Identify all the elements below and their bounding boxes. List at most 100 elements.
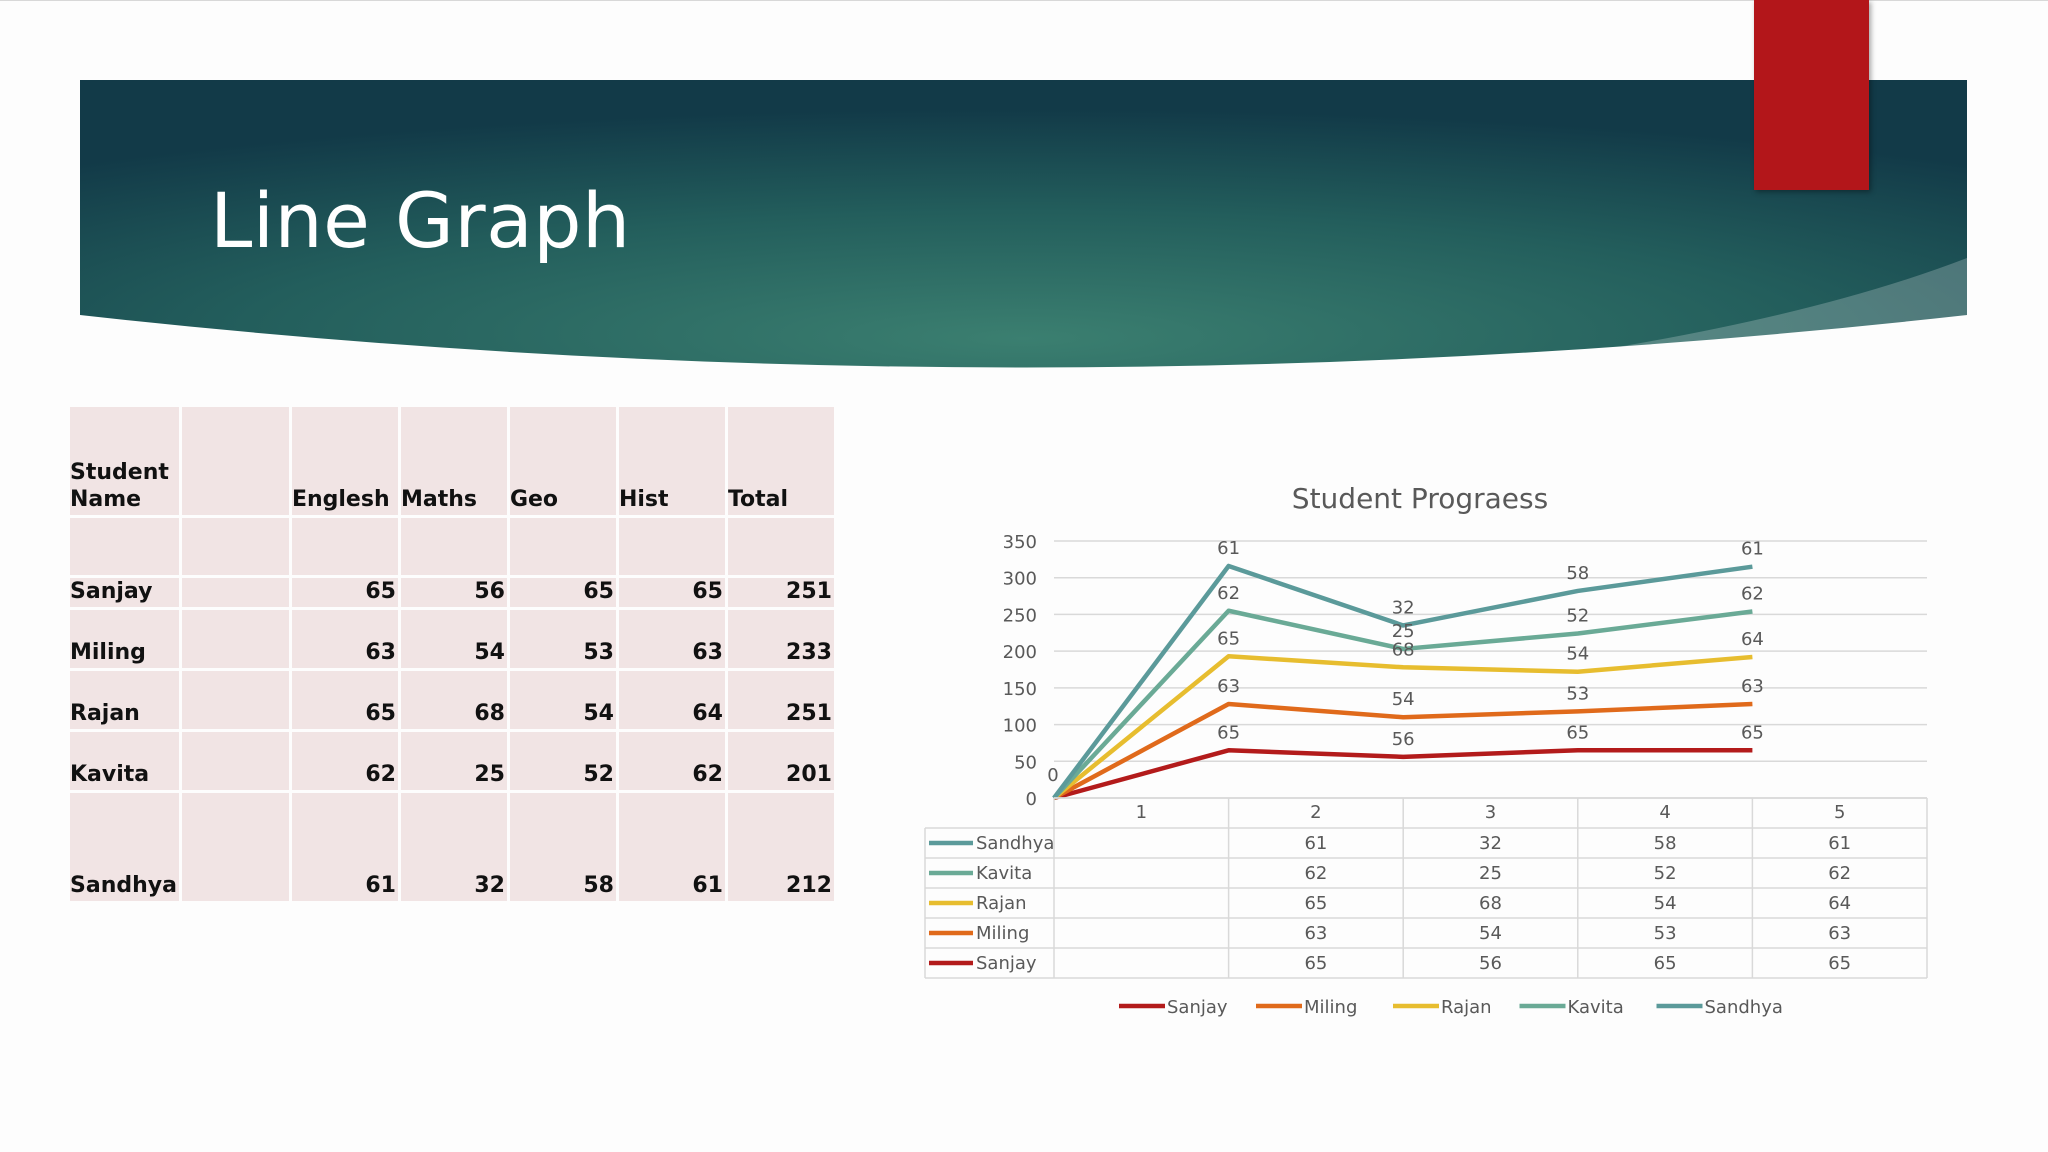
table-row: Sanjay 65 56 65 65 251: [70, 578, 834, 607]
slide-title: Line Graph: [210, 176, 631, 265]
x-category-label: 5: [1834, 802, 1845, 823]
mark-cell: 53: [509, 610, 616, 668]
table-value: 68: [1479, 893, 1502, 914]
data-label: 54: [1392, 689, 1415, 710]
table-row: Sandhya 61 32 58 61 212: [70, 793, 834, 901]
x-category-label: 3: [1485, 802, 1496, 823]
mark-cell: 56: [400, 578, 507, 607]
student-name: Rajan: [70, 671, 179, 729]
point-labels: 65 56 65 65 63 54 53 63 65 68 54 64 62 25 52 62 61 32 58 61…: [1047, 538, 1764, 786]
table-value: 54: [1479, 923, 1502, 944]
header-cell: Maths: [400, 407, 507, 515]
mark-cell: 64: [618, 671, 725, 729]
table-value: 65: [1304, 893, 1327, 914]
series-line-miling: [1052, 701, 1753, 800]
total-cell: 201: [727, 732, 834, 790]
table-row: Rajan 65 68 54 64 251: [70, 671, 834, 729]
header-cell: Englesh: [291, 407, 398, 515]
data-label: 52: [1566, 606, 1589, 627]
table-value: 65: [1304, 953, 1327, 974]
table-value: 53: [1654, 923, 1677, 944]
table-value: 52: [1654, 863, 1677, 884]
y-tick-label: 150: [1003, 679, 1037, 700]
x-category-label: 2: [1310, 802, 1321, 823]
table-value: 25: [1479, 863, 1502, 884]
series-name: Sandhya: [976, 833, 1054, 854]
series-line-rajan: [1052, 654, 1753, 800]
total-cell: 233: [727, 610, 834, 668]
student-name: Sandhya: [70, 793, 179, 901]
header-cell: Student Name: [70, 407, 179, 515]
y-tick-label: 300: [1003, 569, 1037, 590]
table-value: 63: [1304, 923, 1327, 944]
top-border: [0, 0, 2048, 1]
series-name: Kavita: [976, 863, 1032, 884]
mark-cell: 54: [509, 671, 616, 729]
table-value: 65: [1828, 953, 1851, 974]
table-value: 65: [1654, 953, 1677, 974]
total-cell: 212: [727, 793, 834, 901]
red-bookmark-tab: [1754, 0, 1869, 190]
table-header-row: Student Name Englesh Maths Geo Hist Tota…: [70, 407, 834, 515]
header-cell: Hist: [618, 407, 725, 515]
chart-data-table: 1 2 3 4 5 Sandhya 61 32 58 61 Kavita 62 25 52 62 Rajan 6…: [924, 797, 1928, 979]
table-row: Kavita 62 25 52 62 201: [70, 732, 834, 790]
data-label: 65: [1741, 722, 1764, 743]
mark-cell: 32: [400, 793, 507, 901]
header-cell: Total: [727, 407, 834, 515]
x-category-label: 4: [1659, 802, 1670, 823]
header-cell: [181, 407, 289, 515]
table-value: 61: [1304, 833, 1327, 854]
table-value: 63: [1828, 923, 1851, 944]
student-marks-table: Student Name Englesh Maths Geo Hist Tota…: [67, 404, 837, 904]
data-label: 54: [1566, 644, 1589, 665]
series-line-sanjay: [1053, 748, 1753, 801]
mark-cell: 68: [400, 671, 507, 729]
chart-legend: Sanjay Miling Rajan Kavita Sandhya: [1119, 997, 1783, 1018]
data-label: 61: [1217, 538, 1240, 559]
series-name: Miling: [976, 923, 1029, 944]
student-name: Sanjay: [70, 578, 179, 607]
data-label: 0: [1047, 765, 1058, 786]
mark-cell: 61: [618, 793, 725, 901]
mark-cell: 25: [400, 732, 507, 790]
data-label: 65: [1566, 722, 1589, 743]
legend-label: Miling: [1304, 997, 1357, 1018]
mark-cell: 62: [618, 732, 725, 790]
data-label: 25: [1392, 621, 1415, 642]
title-banner: [80, 80, 1967, 380]
y-tick-label: 250: [1003, 605, 1037, 626]
series-name: Sanjay: [976, 953, 1037, 974]
mark-cell: 65: [291, 578, 398, 607]
mark-cell: 63: [618, 610, 725, 668]
data-label: 56: [1392, 729, 1415, 750]
table-spacer-row: [70, 518, 834, 575]
data-label: 65: [1217, 628, 1240, 649]
y-tick-label: 100: [1003, 716, 1037, 737]
data-label: 65: [1217, 722, 1240, 743]
y-tick-label: 200: [1003, 642, 1037, 663]
data-label: 62: [1217, 583, 1240, 604]
legend-label: Kavita: [1568, 997, 1624, 1018]
chart-title: Student Prograess: [1292, 482, 1548, 515]
y-tick-label: 0: [1026, 789, 1037, 810]
data-label: 64: [1741, 629, 1764, 650]
table-value: 32: [1479, 833, 1502, 854]
data-label: 61: [1741, 539, 1764, 560]
table-value: 62: [1304, 863, 1327, 884]
table-value: 64: [1828, 893, 1851, 914]
data-label: 32: [1392, 597, 1415, 618]
mark-cell: 58: [509, 793, 616, 901]
y-axis: 0 50 100 150 200 250 300 350: [1003, 532, 1037, 810]
legend-label: Rajan: [1441, 997, 1492, 1018]
data-label: 63: [1741, 676, 1764, 697]
mark-cell: 65: [291, 671, 398, 729]
chart-series-lines: [1052, 563, 1753, 801]
mark-cell: 61: [291, 793, 398, 901]
data-label: 68: [1392, 639, 1415, 660]
series-line-sandhya: [1052, 563, 1753, 800]
mark-cell: 54: [400, 610, 507, 668]
mark-cell: 65: [618, 578, 725, 607]
total-cell: 251: [727, 578, 834, 607]
